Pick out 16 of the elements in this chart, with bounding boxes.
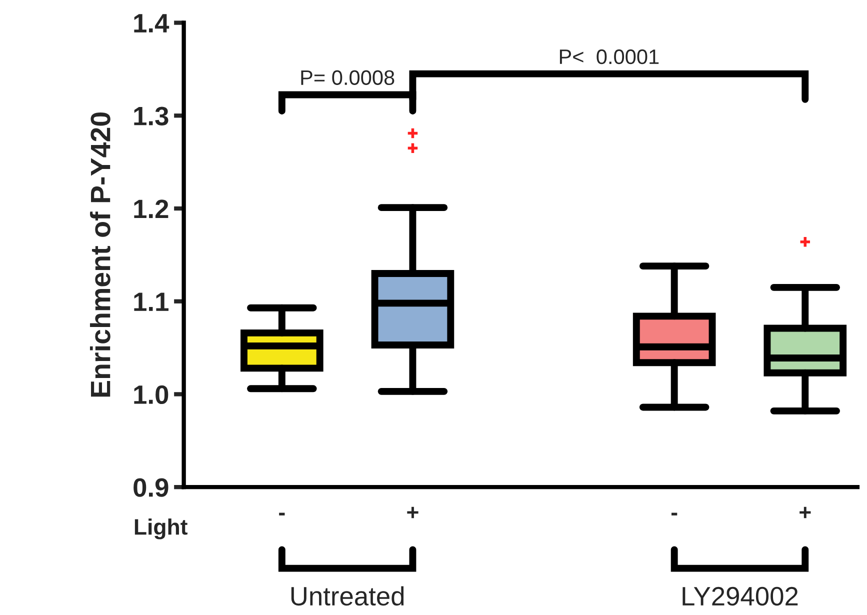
x-tick-label: -	[279, 512, 285, 516]
text: LY294002	[682, 586, 798, 606]
x-tick-label: -	[672, 512, 678, 516]
x-tick-label: +	[407, 506, 418, 518]
y-tick-label: 1.4	[134, 14, 170, 32]
y-axis-title: Enrichment of P-Y420	[90, 112, 110, 397]
y-tick-label: 1.1	[134, 292, 168, 311]
text: Light	[134, 518, 188, 540]
annotation: P< 0.0001	[560, 49, 659, 64]
y-tick-label: 1.3	[134, 106, 168, 126]
y-tick-label: 0.9	[134, 478, 168, 497]
y-tick-label: 1.2	[134, 200, 168, 218]
annotation: P= 0.0008	[301, 70, 394, 86]
y-tick-label: 1.0	[134, 385, 168, 404]
text: Untreated	[291, 586, 404, 606]
x-tick-label: +	[800, 506, 811, 518]
